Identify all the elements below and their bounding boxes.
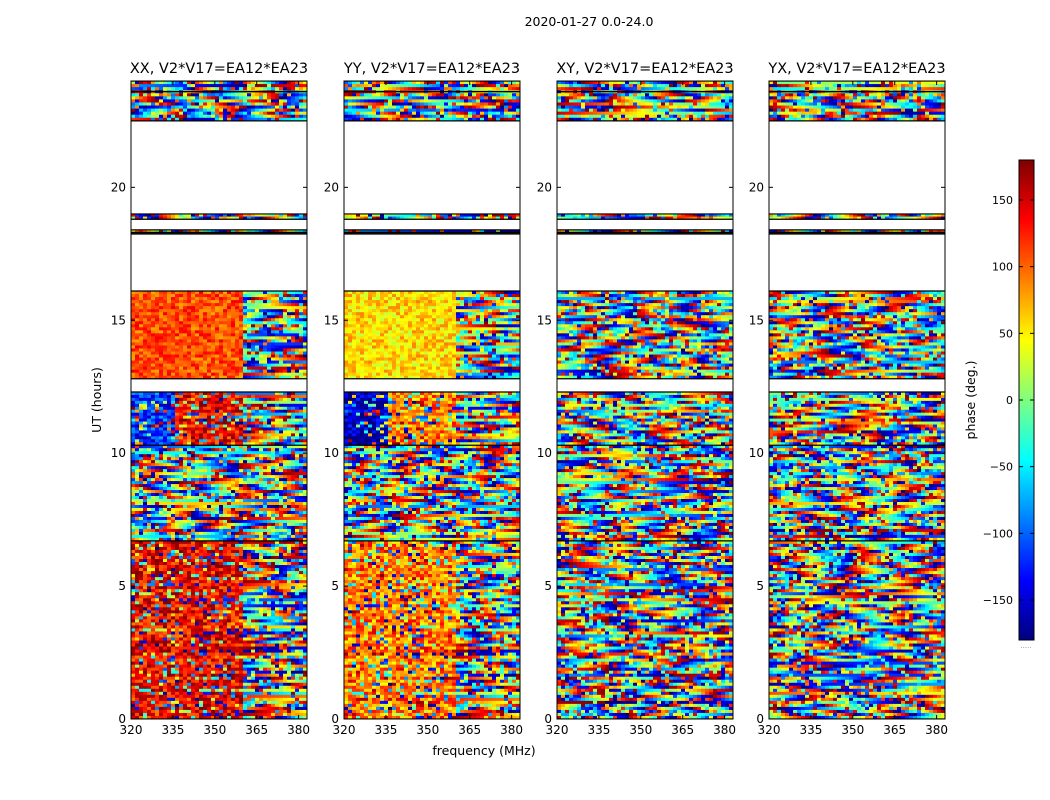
x-tick-label: 320 [120,723,143,737]
x-tick-label: 380 [713,723,736,737]
x-tick-label: 350 [416,723,439,737]
y-tick-label: 15 [537,313,552,327]
heatmap-cells [769,81,945,719]
y-tick-label: 5 [544,579,552,593]
y-tick-label: 20 [749,180,764,194]
x-tick-label: 365 [458,723,481,737]
y-tick-label: 20 [111,180,126,194]
y-tick-label: 5 [331,579,339,593]
y-tick-label: 0 [118,712,126,726]
heatmap-cells [557,81,733,719]
panel-title: XX, V2*V17=EA12*EA23 [130,61,308,77]
panel-4: YX, V2*V17=EA12*EA23 320 335 350 365 380 0 5 10 1… [749,61,948,737]
y-tick-label: 15 [111,313,126,327]
colorbar-footer: ..... [1020,642,1031,650]
panel-1: XX, V2*V17=EA12*EA23 320 335 350 365 380 0 5 10 1… [111,61,310,737]
x-tick-label: 380 [500,723,523,737]
y-tick-label: 5 [756,579,764,593]
x-tick-label: 335 [161,723,184,737]
y-tick-label: 15 [324,313,339,327]
x-tick-label: 320 [758,723,781,737]
x-tick-label: 320 [546,723,569,737]
y-tick-label: 0 [331,712,339,726]
colorbar-tick-label: 0 [1006,394,1013,407]
colorbar-label: phase (deg.) [963,361,978,440]
y-tick-label: 0 [756,712,764,726]
panels: XX, V2*V17=EA12*EA23 320 335 350 365 380 0 5 10 1… [111,61,948,737]
colorbar-tick-label: 150 [992,194,1013,207]
panel-frame [343,80,521,720]
heatmap-cells [131,81,307,719]
x-tick-label: 320 [333,723,356,737]
panel-frame [768,80,946,720]
panel-title: YY, V2*V17=EA12*EA23 [343,61,520,77]
panel-frame [130,80,308,720]
colorbar-tick-label: −100 [983,527,1013,540]
y-tick-label: 10 [324,446,339,460]
figure-suptitle: 2020-01-27 0.0-24.0 [525,14,654,29]
panel-title: XY, V2*V17=EA12*EA23 [556,61,733,77]
y-tick-label: 10 [537,446,552,460]
panel-2: YY, V2*V17=EA12*EA23 320 335 350 365 380 0 5 10 1… [324,61,523,737]
colorbar-tick-label: 100 [992,261,1013,274]
y-tick-label: 5 [118,579,126,593]
colorbar: −150 −100 −50 0 50 100 150 [983,159,1035,641]
y-tick-label: 10 [111,446,126,460]
colorbar-tick-label: 50 [999,327,1013,340]
colorbar-tick-label: −150 [983,594,1013,607]
x-axis-label: frequency (MHz) [432,743,535,758]
x-tick-label: 350 [203,723,226,737]
y-tick-label: 10 [749,446,764,460]
y-tick-label: 15 [749,313,764,327]
x-tick-label: 335 [587,723,610,737]
x-tick-label: 365 [245,723,268,737]
panel-title: YX, V2*V17=EA12*EA23 [767,61,945,77]
x-tick-label: 365 [883,723,906,737]
y-axis-label: UT (hours) [89,367,104,433]
x-tick-label: 380 [287,723,310,737]
y-tick-label: 20 [537,180,552,194]
y-tick-label: 20 [324,180,339,194]
x-tick-label: 335 [374,723,397,737]
heatmap-cells [344,81,520,719]
x-tick-label: 380 [925,723,948,737]
x-tick-label: 350 [629,723,652,737]
x-tick-label: 335 [799,723,822,737]
panel-3: XY, V2*V17=EA12*EA23 320 335 350 365 380 0 5 10 1… [537,61,736,737]
y-tick-label: 0 [544,712,552,726]
x-tick-label: 365 [671,723,694,737]
x-tick-label: 350 [841,723,864,737]
panel-frame [556,80,734,720]
colorbar-tick-label: −50 [990,461,1013,474]
